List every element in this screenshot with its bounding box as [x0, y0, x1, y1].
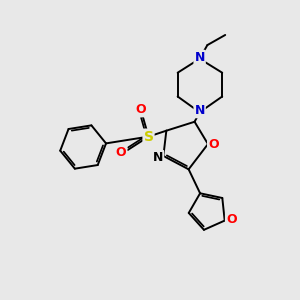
Text: S: S [143, 130, 154, 144]
Text: N: N [153, 151, 163, 164]
Text: O: O [136, 103, 146, 116]
Text: O: O [116, 146, 127, 159]
Text: N: N [194, 104, 205, 117]
Text: O: O [226, 214, 236, 226]
Text: O: O [208, 138, 219, 151]
Text: N: N [194, 51, 205, 64]
